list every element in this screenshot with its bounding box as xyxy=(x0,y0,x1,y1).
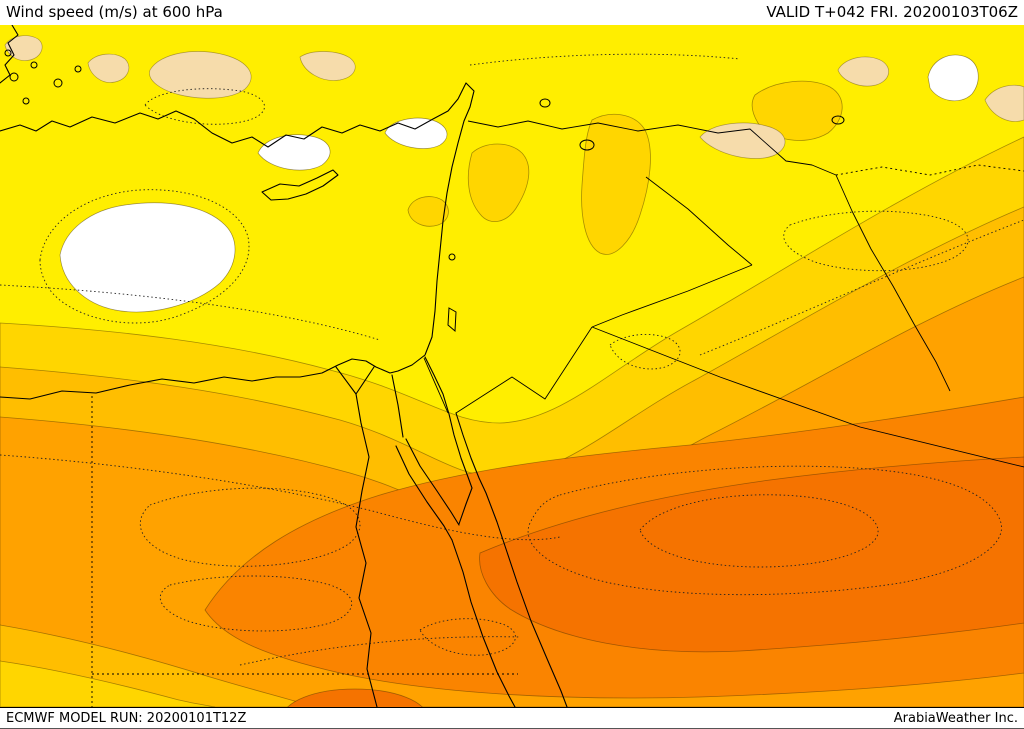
header-bar: Wind speed (m/s) at 600 hPa VALID T+042 … xyxy=(0,0,1024,25)
branding-label: ArabiaWeather Inc. xyxy=(893,710,1018,726)
model-run-label: ECMWF MODEL RUN: 20200101T12Z xyxy=(6,710,247,726)
dotted-contour-lines xyxy=(0,53,1024,666)
dead-sea xyxy=(447,307,457,333)
country-borders xyxy=(91,120,1024,707)
valid-time-label: VALID T+042 FRI. 20200103T06Z xyxy=(766,3,1018,21)
wind-speed-shaded-bands xyxy=(0,25,1024,707)
sea-of-galilee xyxy=(448,253,456,261)
coastlines xyxy=(0,25,845,707)
cyprus-coast xyxy=(261,169,339,201)
map-canvas xyxy=(0,25,1024,707)
footer-bar: ECMWF MODEL RUN: 20200101T12Z ArabiaWeat… xyxy=(0,707,1024,729)
white-lowest-wind-patches xyxy=(59,54,979,313)
wind-speed-map xyxy=(0,25,1024,707)
map-title: Wind speed (m/s) at 600 hPa xyxy=(6,3,223,21)
nile-river xyxy=(355,393,378,707)
